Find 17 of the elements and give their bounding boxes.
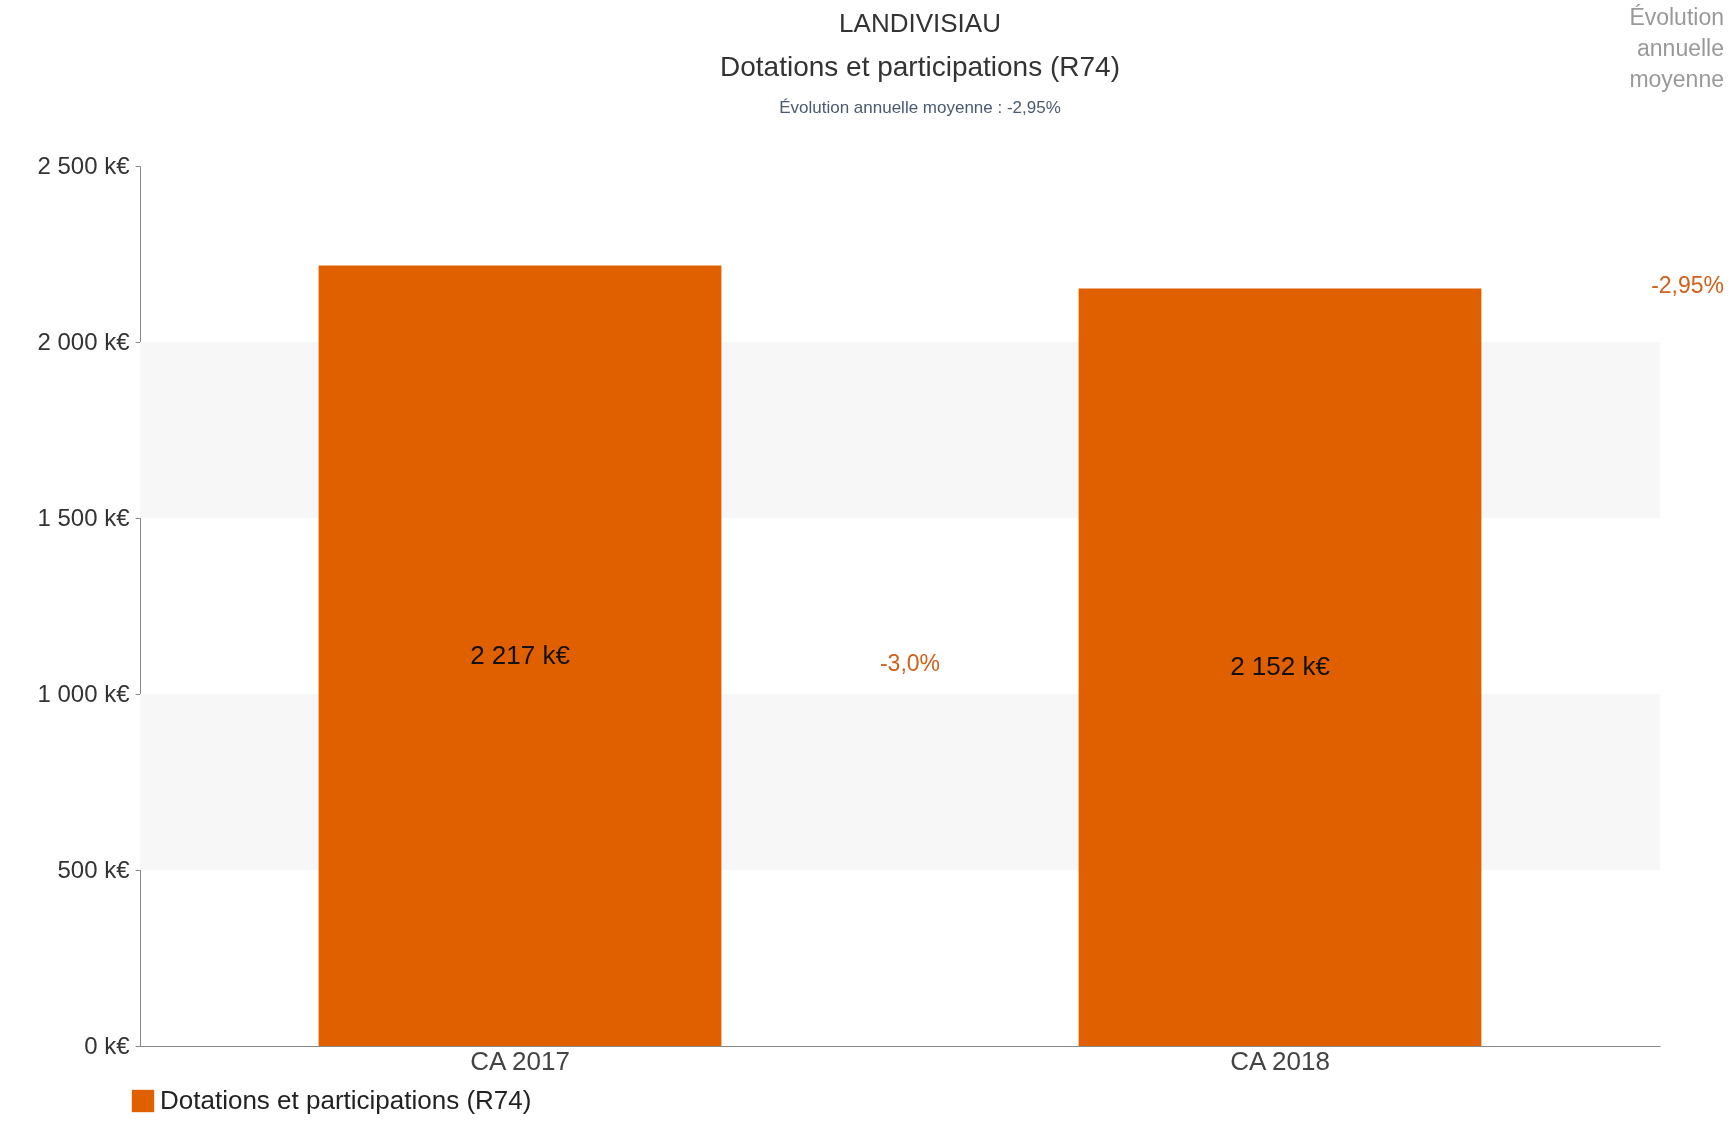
annotation: -3,0% [879, 650, 941, 677]
data-label: 2 217 k€ [470, 639, 571, 670]
chart-subtitle: Dotations et participations (R74) [720, 51, 1120, 82]
annotation: -2,95% [1651, 271, 1724, 298]
text: Évolution annuelle moyenne : -2,95% [779, 98, 1061, 117]
y-tick-label: 500 k€ [57, 855, 131, 883]
data-label: 2 152 k€ [1230, 651, 1331, 682]
text: Évolution annuelle moyenne [1629, 4, 1724, 92]
legend-label: Dotations et participations (R74) [160, 1085, 532, 1115]
x-tick-label: CA 2018 [1230, 1045, 1330, 1076]
y-tick-label: 1 000 k€ [37, 679, 131, 707]
y-tick-label: 2 000 k€ [37, 327, 131, 355]
x-tick-label: CA 2017 [470, 1045, 570, 1076]
y-tick-label: 0 k€ [84, 1031, 131, 1059]
chart-title: LANDIVISIAU [839, 8, 1001, 38]
y-tick-label: 2 500 k€ [37, 151, 131, 179]
y-tick-label: 1 500 k€ [37, 503, 131, 531]
